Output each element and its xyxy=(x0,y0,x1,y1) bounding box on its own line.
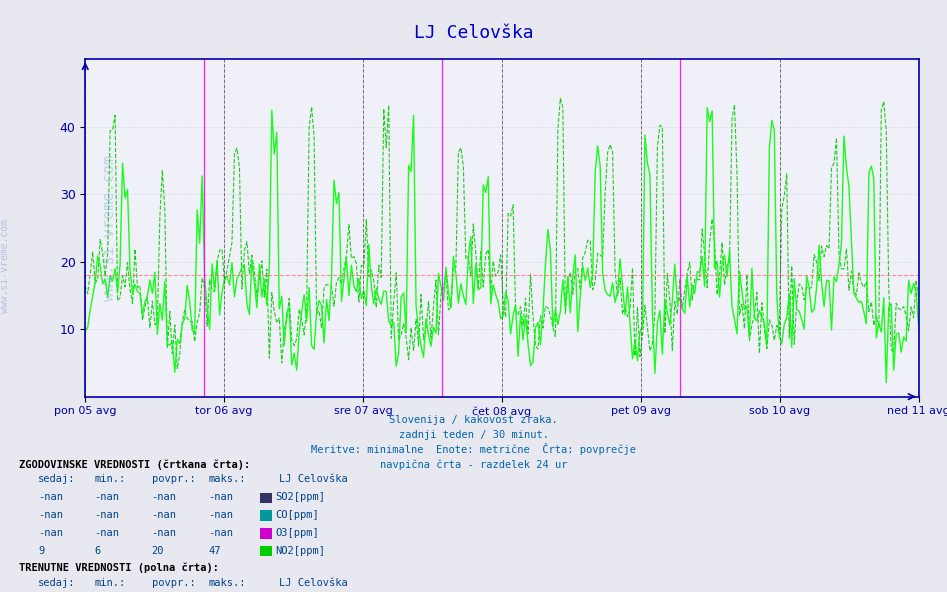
Text: LJ Celovška: LJ Celovška xyxy=(279,474,348,484)
Text: -nan: -nan xyxy=(95,527,119,538)
Text: -nan: -nan xyxy=(152,510,176,520)
Text: sedaj:: sedaj: xyxy=(38,474,76,484)
Text: povpr.:: povpr.: xyxy=(152,578,195,588)
Text: O3[ppm]: O3[ppm] xyxy=(276,527,319,538)
Text: -nan: -nan xyxy=(38,510,63,520)
Text: -nan: -nan xyxy=(152,492,176,502)
Text: CO[ppm]: CO[ppm] xyxy=(276,510,319,520)
Text: NO2[ppm]: NO2[ppm] xyxy=(276,545,326,555)
Text: zadnji teden / 30 minut.: zadnji teden / 30 minut. xyxy=(399,430,548,440)
Text: -nan: -nan xyxy=(38,527,63,538)
Text: -nan: -nan xyxy=(208,510,233,520)
Text: maks.:: maks.: xyxy=(208,474,246,484)
Text: 47: 47 xyxy=(208,545,221,555)
Text: povpr.:: povpr.: xyxy=(152,474,195,484)
Text: ZGODOVINSKE VREDNOSTI (črtkana črta):: ZGODOVINSKE VREDNOSTI (črtkana črta): xyxy=(19,459,250,469)
Text: 20: 20 xyxy=(152,545,164,555)
Text: -nan: -nan xyxy=(95,492,119,502)
Text: TRENUTNE VREDNOSTI (polna črta):: TRENUTNE VREDNOSTI (polna črta): xyxy=(19,563,219,573)
Text: -nan: -nan xyxy=(95,510,119,520)
Text: SO2[ppm]: SO2[ppm] xyxy=(276,492,326,502)
Text: www.si-vreme.com: www.si-vreme.com xyxy=(0,220,9,313)
Text: 9: 9 xyxy=(38,545,45,555)
Text: maks.:: maks.: xyxy=(208,578,246,588)
Text: www.si-vreme.com: www.si-vreme.com xyxy=(102,155,116,301)
Text: LJ Celovška: LJ Celovška xyxy=(414,24,533,43)
Text: 6: 6 xyxy=(95,545,101,555)
Text: LJ Celovška: LJ Celovška xyxy=(279,578,348,588)
Text: -nan: -nan xyxy=(208,492,233,502)
Text: sedaj:: sedaj: xyxy=(38,578,76,588)
Text: navpična črta - razdelek 24 ur: navpična črta - razdelek 24 ur xyxy=(380,459,567,469)
Text: Slovenija / kakovost zraka.: Slovenija / kakovost zraka. xyxy=(389,415,558,425)
Text: -nan: -nan xyxy=(38,492,63,502)
Text: -nan: -nan xyxy=(208,527,233,538)
Text: Meritve: minimalne  Enote: metrične  Črta: povprečje: Meritve: minimalne Enote: metrične Črta:… xyxy=(311,443,636,455)
Text: min.:: min.: xyxy=(95,474,126,484)
Text: -nan: -nan xyxy=(152,527,176,538)
Text: min.:: min.: xyxy=(95,578,126,588)
